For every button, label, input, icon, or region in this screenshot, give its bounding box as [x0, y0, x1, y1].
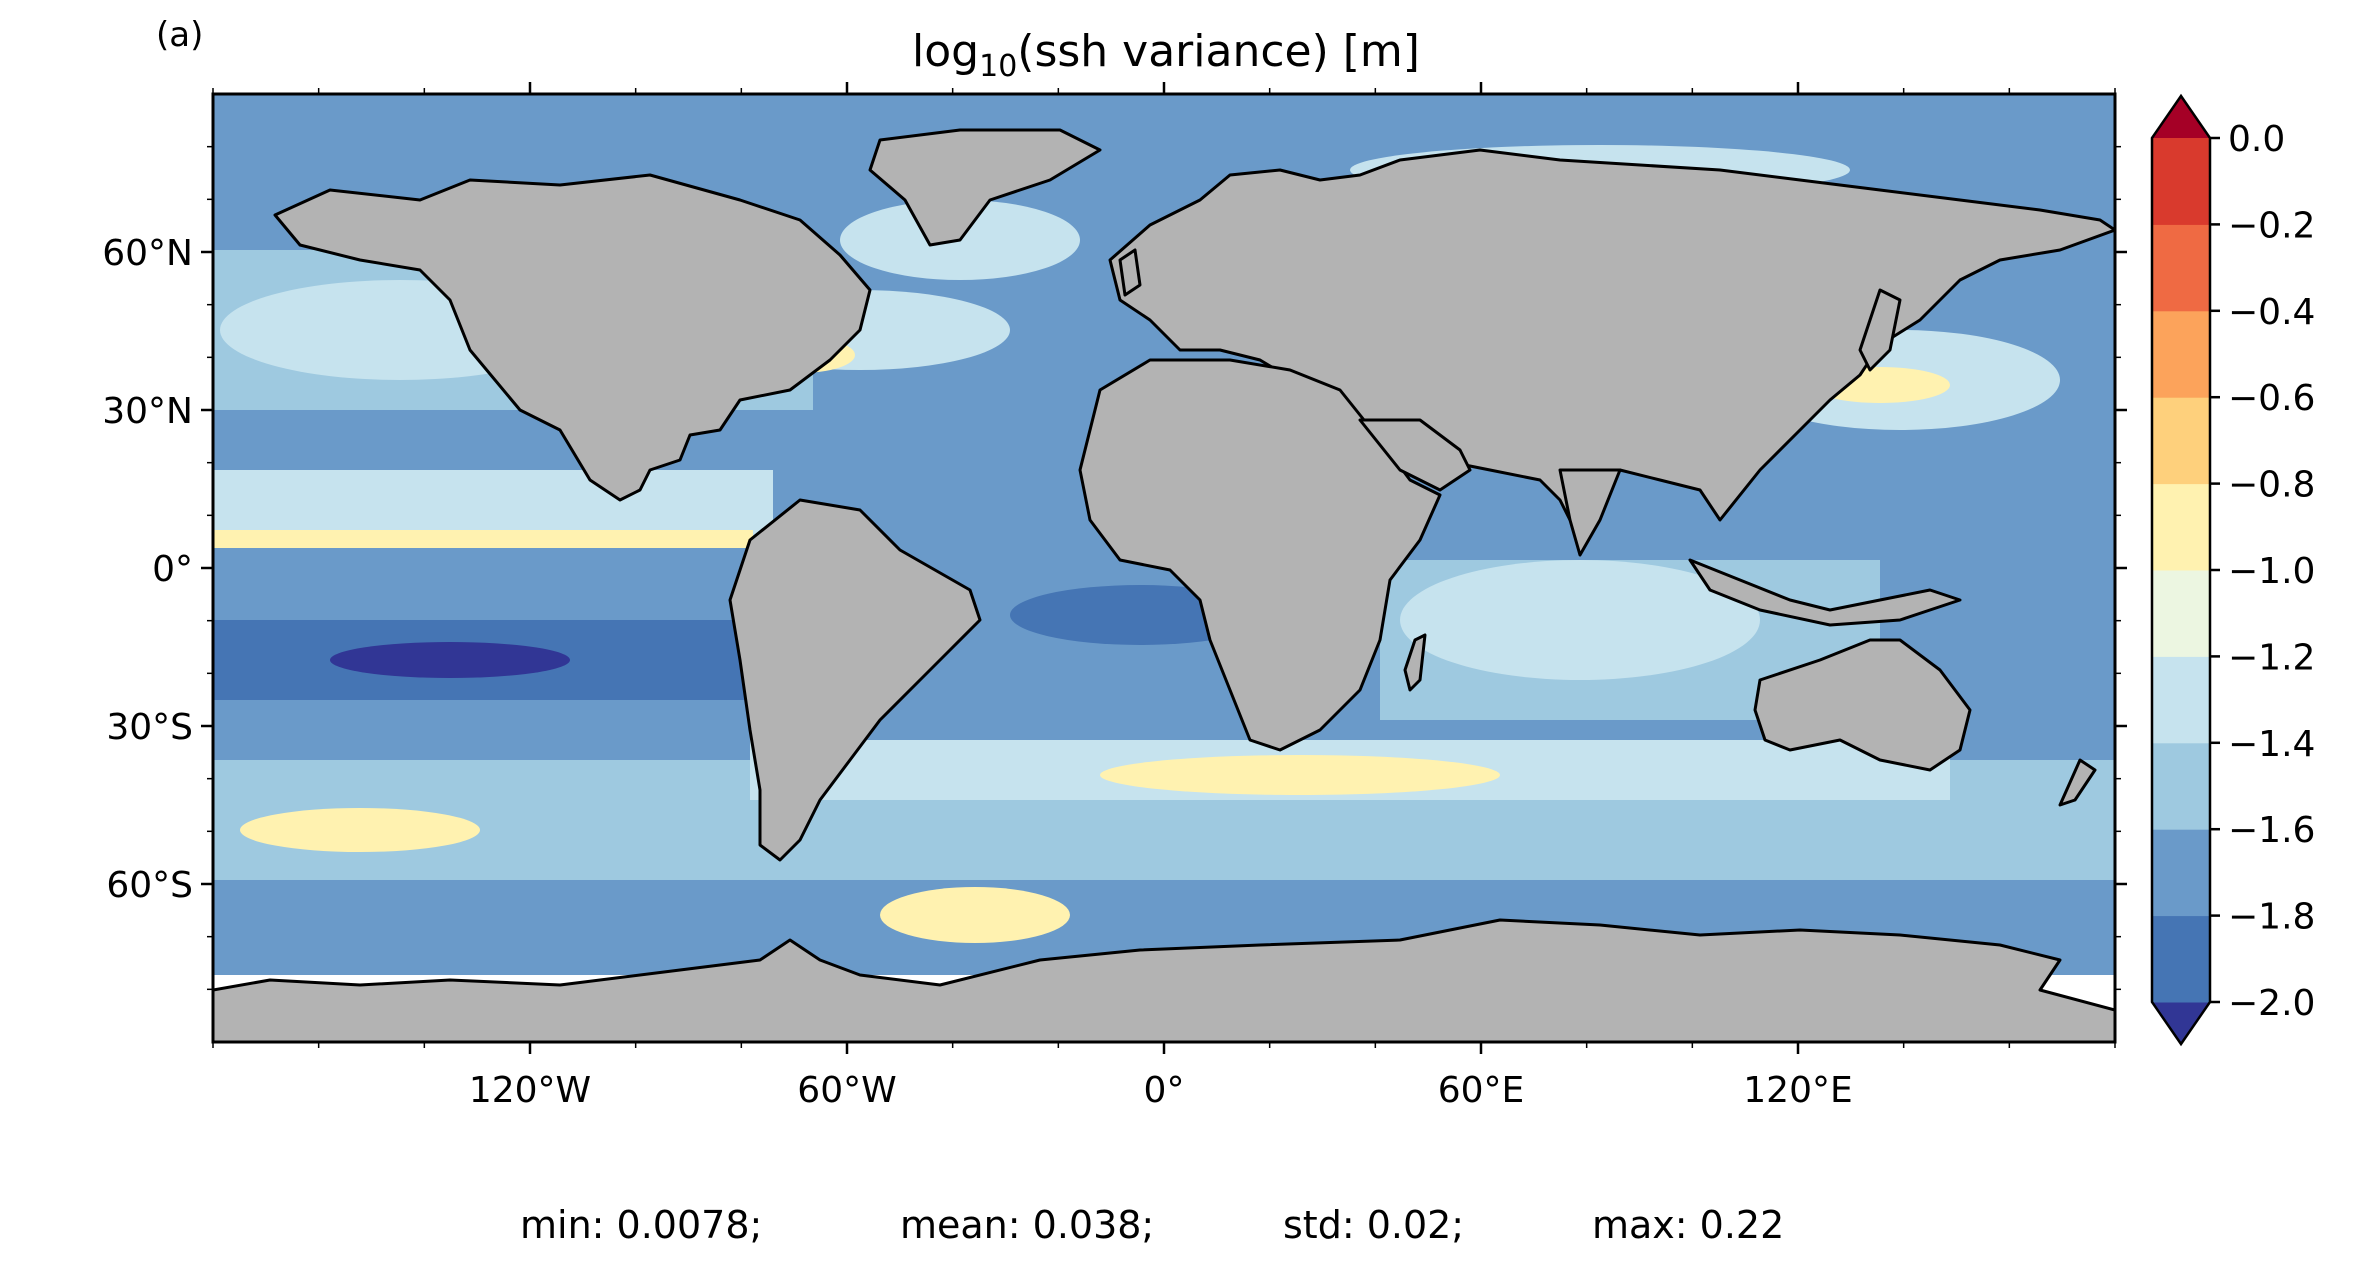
lat-tick-label: 0° [152, 549, 193, 590]
land-antarctica [213, 918, 2115, 1042]
colorbar-segment [2152, 397, 2210, 485]
title-subscript: 10 [979, 49, 1017, 84]
colorbar-tick-label: −1.4 [2228, 724, 2315, 765]
lat-tick-label: 30°N [102, 391, 193, 432]
lat-tick-label: 30°S [106, 707, 193, 748]
stats-std: std: 0.02; [1283, 1203, 1464, 1247]
stats-min: min: 0.0078; [520, 1203, 762, 1247]
colorbar-tick-label: −0.4 [2228, 292, 2315, 333]
colorbar-segment [2152, 310, 2210, 398]
land-australia [1753, 638, 1972, 772]
longitude-axis: 120°W 60°W 0° 60°E 120°E [212, 82, 2116, 1111]
land-madagascar [1403, 633, 1427, 692]
land-india [1558, 468, 1622, 557]
land-arabia [1358, 418, 1472, 492]
land-new-zealand [2058, 758, 2097, 807]
colorbar-tick-label: 0.0 [2228, 119, 2285, 160]
colorbar-segment [2152, 224, 2210, 312]
colorbar-segment [2152, 138, 2210, 225]
colorbar-tick-label: −1.2 [2228, 637, 2315, 678]
stats-mean: mean: 0.038; [900, 1203, 1154, 1247]
colorbar-tick-label: −1.6 [2228, 810, 2315, 851]
ocean-band-arctic [213, 94, 2115, 134]
colorbar-segment [2152, 570, 2210, 657]
colorbar-tick-label: −0.6 [2228, 378, 2315, 419]
colorbar-over-triangle [2152, 96, 2210, 138]
land-south-america [728, 498, 982, 862]
lon-tick-label: 60°E [1438, 1070, 1525, 1111]
colorbar-tick-label: −0.8 [2228, 465, 2315, 506]
ocean-patch-acc-yellow-2 [240, 808, 480, 852]
colorbar-segment [2152, 742, 2210, 830]
land-north-america [273, 173, 872, 502]
map-panel: 60°N 30°N 0° 30°S 60°S 120°W 60°W 0° 60°E 120°E [102, 82, 2127, 1111]
land-africa [1078, 358, 1442, 752]
ocean-band-eq-pacific [213, 530, 753, 548]
ocean-patch-acc-yellow-1 [1100, 755, 1500, 795]
colorbar-segment [2152, 656, 2210, 744]
panel-label: (a) [156, 15, 203, 55]
lon-tick-label: 60°W [797, 1070, 896, 1111]
colorbar-segment [2152, 915, 2210, 1003]
stats-max: max: 0.22 [1592, 1203, 1784, 1247]
ocean-patch-south-pacific-darkest [330, 642, 570, 678]
lon-tick-label: 120°W [469, 1070, 591, 1111]
land-british-isles [1118, 248, 1142, 297]
land-japan [1858, 288, 1902, 372]
colorbar-tick-label: −1.8 [2228, 897, 2315, 938]
colorbar-under-triangle [2152, 1002, 2210, 1044]
title-prefix: log [912, 26, 979, 77]
ocean-patch-weddell-yellow [880, 887, 1070, 943]
colorbar-tick-label: −1.0 [2228, 551, 2315, 592]
lat-tick-label: 60°S [106, 865, 193, 906]
colorbar: 0.0 −0.2 −0.4 −0.6 −0.8 −1.0 −1.2 −1.4 −1.6 −1.8 −… [2150, 93, 2315, 1047]
land-greenland [868, 128, 1102, 247]
ocean-band-tropical-pacific [213, 470, 773, 540]
lon-tick-label: 120°E [1743, 1070, 1852, 1111]
title-suffix: (ssh variance) [m] [1017, 26, 1420, 77]
ocean-patch-indian-light [1400, 560, 1760, 680]
lon-tick-label: 0° [1144, 1070, 1185, 1111]
latitude-axis: 60°N 30°N 0° 30°S 60°S [102, 145, 2127, 991]
colorbar-segment [2152, 483, 2210, 571]
land-indonesia [1688, 558, 1962, 627]
colorbar-tick-label: −2.0 [2228, 983, 2315, 1024]
map-title: log10(ssh variance) [m] [912, 26, 1420, 84]
land [213, 128, 2115, 1042]
colorbar-tick-label: −0.2 [2228, 205, 2315, 246]
colorbar-segment [2152, 829, 2210, 917]
lat-tick-label: 60°N [102, 233, 193, 274]
